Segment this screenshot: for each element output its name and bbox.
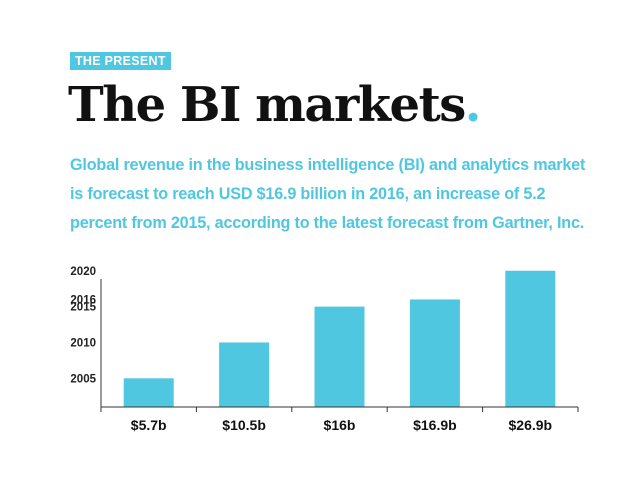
x-tick-label: $26.9b: [509, 417, 553, 433]
y-tick-label: 2005: [70, 373, 96, 385]
y-tick-label: 2016: [70, 294, 96, 306]
title-text: The BI markets: [68, 77, 466, 133]
bar: [314, 306, 365, 407]
x-tick-label: $10.5b: [222, 417, 266, 433]
bar: [505, 270, 556, 407]
bar: [123, 378, 174, 407]
title-dot: .: [464, 77, 482, 133]
y-tick-label: 2010: [70, 337, 96, 349]
x-tick-label: $16b: [324, 417, 356, 433]
y-tick-label: 2015: [70, 302, 96, 314]
x-tick-label: $5.7b: [131, 417, 167, 433]
page-title: The BI markets.: [68, 76, 482, 134]
x-tick-label: $16.9b: [413, 417, 457, 433]
y-tick-label: 2020: [70, 266, 96, 278]
bar: [219, 342, 270, 407]
description: Global revenue in the business intellige…: [70, 156, 586, 232]
bar: [409, 299, 460, 407]
section-tag: THE PRESENT: [70, 52, 171, 70]
